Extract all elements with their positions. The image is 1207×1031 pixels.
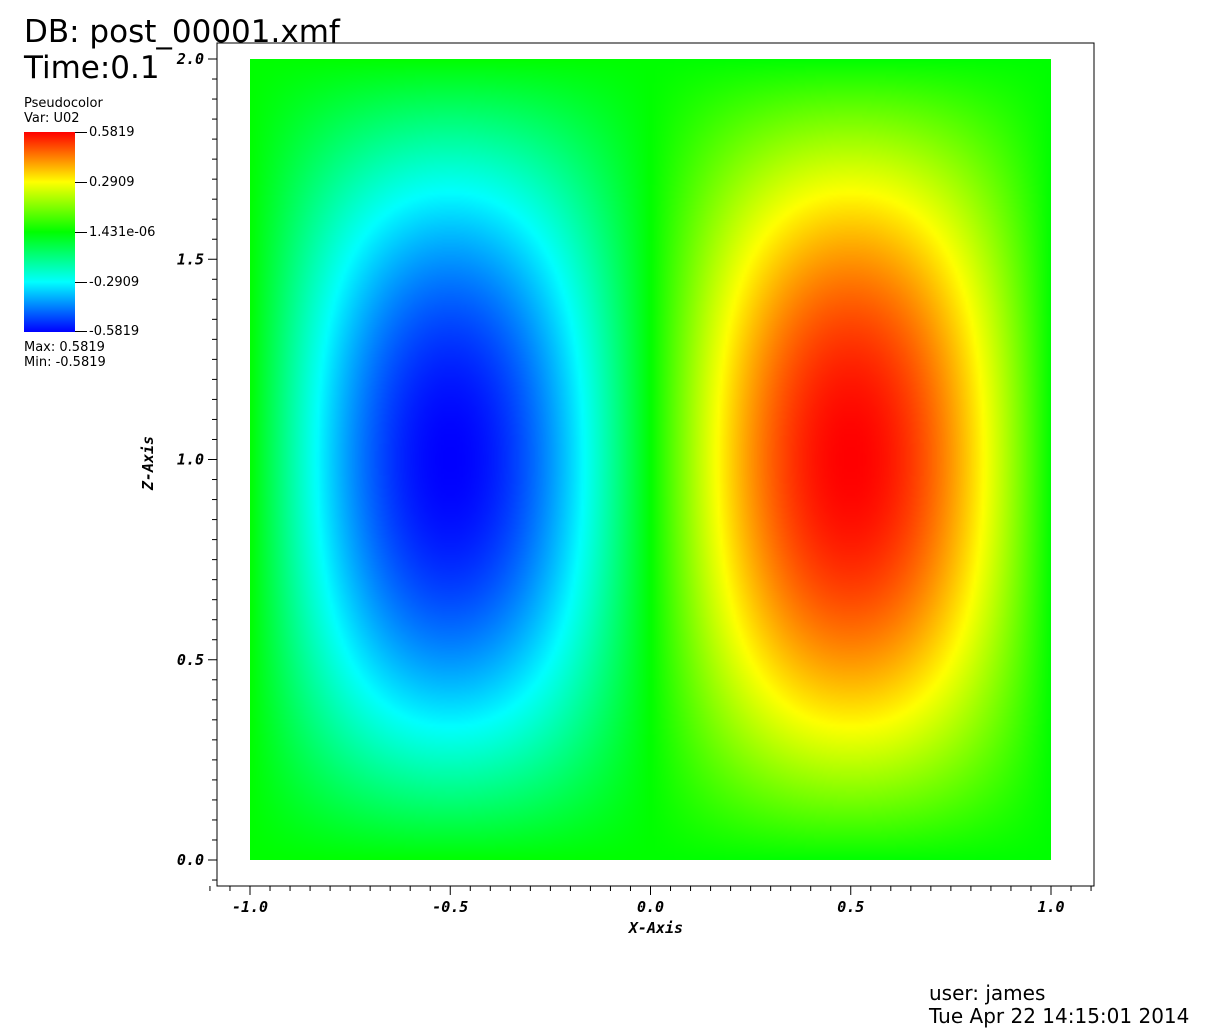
date-label: Tue Apr 22 14:15:01 2014: [929, 1004, 1190, 1028]
x-axis-tick-labels: -1.0 -0.5 0.0 0.5 1.0: [232, 898, 1065, 916]
user-label: user: james: [929, 981, 1046, 1005]
x-axis-label: X-Axis: [627, 919, 683, 937]
legend-tick: [75, 232, 87, 233]
legend-max-value: Max: 0.5819: [24, 340, 105, 355]
y-tick-label: 0.5: [177, 651, 204, 669]
y-tick-label: 0.0: [177, 851, 204, 869]
x-tick-label: 0.5: [837, 898, 864, 916]
y-axis-ticks: [208, 58, 217, 881]
legend-tick: [75, 331, 87, 332]
x-tick-label: 0.0: [637, 898, 664, 916]
legend-colorbar: [24, 132, 75, 332]
x-tick-label: 1.0: [1037, 898, 1064, 916]
legend-tick: [75, 132, 87, 133]
x-tick-label: -0.5: [432, 898, 468, 916]
legend-label-mid: 1.431e-06: [89, 225, 156, 240]
legend-plot-type: Pseudocolor: [24, 96, 103, 111]
y-tick-label: 1.0: [177, 451, 204, 469]
legend-tick: [75, 182, 87, 183]
legend-min-value: Min: -0.5819: [24, 355, 106, 370]
plot-frame: [216, 42, 1095, 887]
y-axis-tick-labels: 0.0 0.5 1.0 1.5 2.0: [176, 50, 204, 869]
legend-label-max: 0.5819: [89, 125, 135, 140]
legend-label-low: -0.2909: [89, 275, 140, 290]
y-tick-label: 1.5: [177, 250, 204, 268]
y-tick-label: 2.0: [176, 50, 204, 68]
time-title: Time:0.1: [24, 50, 160, 86]
legend-label-high: 0.2909: [89, 175, 135, 190]
heatmap-field: [250, 59, 1051, 860]
legend-tick: [75, 282, 87, 283]
y-axis-label: Z-Axis: [139, 436, 157, 491]
database-title: DB: post_00001.xmf: [24, 14, 340, 50]
legend-variable: Var: U02: [24, 111, 80, 126]
x-tick-label: -1.0: [232, 898, 268, 916]
legend-label-min: -0.5819: [89, 324, 140, 339]
x-axis-ticks: [209, 886, 1092, 895]
